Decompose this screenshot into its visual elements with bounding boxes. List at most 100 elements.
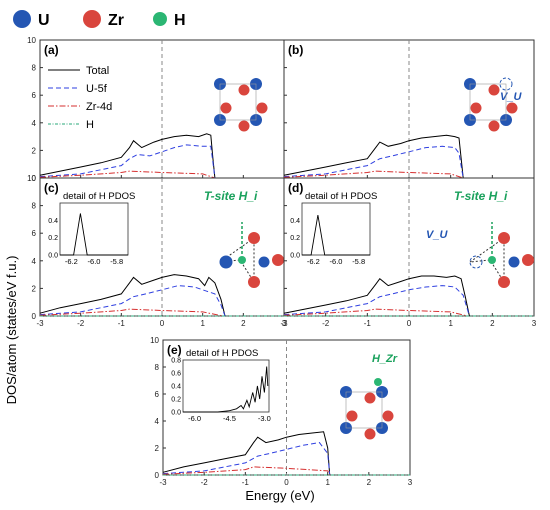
y-tick-label: 10 xyxy=(27,36,36,45)
legend-entry: Total xyxy=(86,65,109,77)
inset-x-tick-label: -6.2 xyxy=(65,257,78,266)
tetrahedron xyxy=(468,237,505,284)
series-u-5f xyxy=(283,285,470,317)
zr-atom xyxy=(238,120,250,132)
inset-h-pdos: detail of H PDOS -6.2 -6.0 -5.8 0.0 0.2 0.4 xyxy=(48,191,135,266)
vacancy-annotation: V_U xyxy=(426,229,448,241)
zr-atom xyxy=(364,392,376,404)
inset-x-tick-label: -4.5 xyxy=(223,414,236,423)
x-tick-label: 2 xyxy=(490,319,495,328)
zr-atom xyxy=(238,84,250,96)
u-atom xyxy=(508,256,520,268)
series-zr-4d xyxy=(162,466,331,476)
x-tick-label: -3 xyxy=(280,319,288,328)
zr-atom xyxy=(498,276,510,288)
zr-atom xyxy=(522,254,534,266)
x-tick-label: -3 xyxy=(36,319,44,328)
y-tick-label: 6 xyxy=(155,390,160,399)
panel-d: -3 -2 -1 0 1 2 3 (d) T-site H_i V_U detail of H PD… xyxy=(280,177,537,328)
inset-y-tick-label: 0.0 xyxy=(171,410,181,417)
series-u-5f xyxy=(39,285,226,317)
legend-u-label: U xyxy=(38,12,50,29)
panel-label: (a) xyxy=(44,43,59,57)
x-tick-label: 0 xyxy=(407,319,412,328)
inset-x-tick-label: -5.8 xyxy=(352,257,365,266)
x-tick-label: -1 xyxy=(364,319,372,328)
inset-y-tick-label: 0.2 xyxy=(171,397,181,404)
series-total xyxy=(39,133,216,179)
unit-cell xyxy=(219,83,257,121)
inset-frame xyxy=(59,202,129,256)
crystal-structure-icon xyxy=(214,78,268,132)
top-legend: U Zr H xyxy=(13,10,186,29)
y-tick-label: 10 xyxy=(150,336,159,345)
y-tick-label: 2 xyxy=(32,146,37,155)
zr-atom xyxy=(346,410,358,422)
zr-atom xyxy=(488,84,500,96)
panel-annotation: T-site H_i xyxy=(204,189,258,203)
u-atom xyxy=(258,256,270,268)
inset-y-tick-label: 0.4 xyxy=(290,218,300,225)
inset-title: detail of H PDOS xyxy=(305,191,377,202)
inset-y-tick-label: 0.6 xyxy=(171,371,181,378)
u-atom xyxy=(219,255,233,269)
h-atom xyxy=(238,256,246,264)
series-total xyxy=(283,275,470,317)
series-u-5f xyxy=(39,144,216,179)
inset-x-tick-label: -6.0 xyxy=(330,257,343,266)
inset-y-tick-label: 0.0 xyxy=(48,253,58,260)
panel-label: (e) xyxy=(167,343,182,357)
x-tick-label: 1 xyxy=(325,478,330,487)
x-tick-label: -1 xyxy=(118,319,126,328)
u-atom xyxy=(469,255,483,269)
y-tick-label: 4 xyxy=(32,257,37,266)
crystal-structure-icon xyxy=(464,77,518,132)
inset-h-pdos: detail of H PDOS -6.0 -4.5 -3.0 0.0 0.2 0.4 0.6… xyxy=(171,348,271,423)
panel-annotation: H_Zr xyxy=(372,353,398,365)
y-tick-label: 2 xyxy=(32,284,37,293)
h-atom-icon xyxy=(153,12,167,26)
zr-atom xyxy=(498,232,510,244)
zr-atom xyxy=(272,254,284,266)
crystal-structure-icon xyxy=(468,222,534,288)
inset-x-tick-label: -5.8 xyxy=(110,257,123,266)
inset-title: detail of H PDOS xyxy=(63,191,135,202)
zr-atom xyxy=(220,102,232,114)
series-u-5f xyxy=(162,442,331,476)
h-atom xyxy=(374,378,382,386)
series-u-5f xyxy=(283,145,464,179)
panel-label: (c) xyxy=(44,181,59,195)
series-total xyxy=(162,431,331,476)
y-tick-label: 8 xyxy=(32,202,37,211)
series-zr-4d xyxy=(39,170,216,179)
y-tick-label: 0 xyxy=(32,312,37,321)
inset-y-tick-label: 0.8 xyxy=(171,358,181,365)
h-atom xyxy=(488,256,496,264)
inset-h-curve xyxy=(302,215,370,256)
panel-frame xyxy=(39,39,285,179)
zr-atom xyxy=(382,410,394,422)
x-tick-label: -3 xyxy=(159,478,167,487)
x-axis-label: Energy (eV) xyxy=(245,488,314,503)
y-tick-label: 8 xyxy=(155,363,160,372)
zr-atom xyxy=(248,276,260,288)
x-tick-label: 1 xyxy=(448,319,453,328)
inset-h-curve xyxy=(183,366,269,413)
x-tick-label: -2 xyxy=(201,478,209,487)
x-tick-label: 2 xyxy=(367,478,372,487)
inset-x-tick-label: -6.0 xyxy=(88,257,101,266)
x-tick-label: 0 xyxy=(160,319,165,328)
x-tick-label: 3 xyxy=(532,319,537,328)
inset-h-curve xyxy=(60,213,128,256)
legend-entry: Zr-4d xyxy=(86,101,112,113)
panel-annotation: V_U xyxy=(500,91,522,103)
crystal-structure-icon xyxy=(218,222,284,288)
zr-atom xyxy=(488,120,500,132)
y-tick-label: 6 xyxy=(32,91,37,100)
zr-atom-icon xyxy=(83,10,101,28)
y-tick-label: 2 xyxy=(155,444,160,453)
x-tick-label: 1 xyxy=(200,319,205,328)
zr-atom xyxy=(248,232,260,244)
